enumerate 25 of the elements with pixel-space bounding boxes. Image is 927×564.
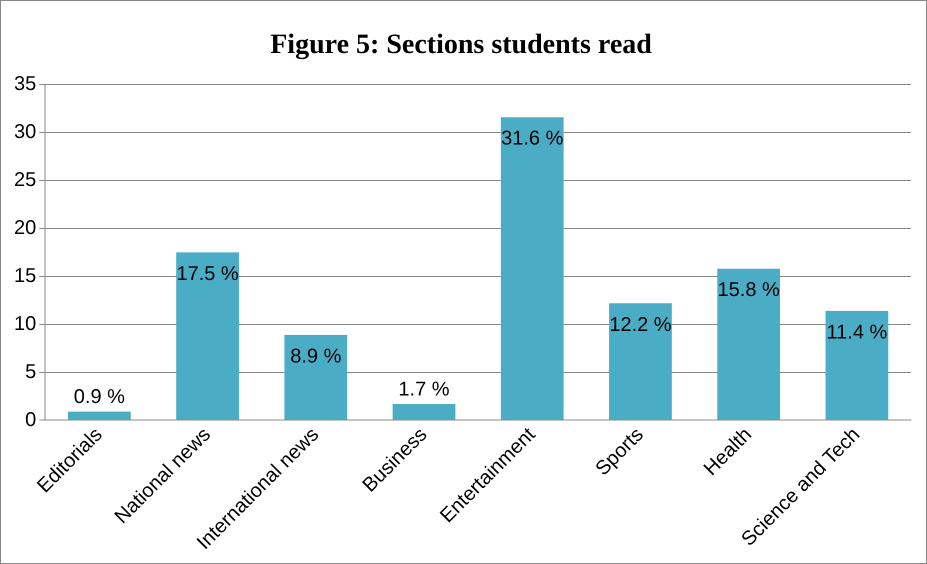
bar bbox=[609, 303, 672, 420]
bar bbox=[717, 268, 780, 420]
bar bbox=[392, 404, 456, 420]
data-label: 31.6 % bbox=[501, 128, 564, 150]
y-tick-label: 20 bbox=[14, 216, 36, 239]
data-label: 1.7 % bbox=[398, 378, 450, 400]
data-label: 0.9 % bbox=[74, 386, 126, 408]
y-tick-label: 30 bbox=[14, 121, 36, 144]
bar bbox=[826, 310, 888, 420]
data-label: 17.5 % bbox=[176, 262, 239, 285]
bar bbox=[500, 117, 564, 420]
chart-title: Figure 5: Sections students read bbox=[270, 29, 652, 60]
y-tick-label: 15 bbox=[14, 264, 36, 287]
y-tick-label: 5 bbox=[25, 360, 36, 383]
data-label: 8.9 % bbox=[290, 345, 342, 368]
bar bbox=[176, 252, 239, 420]
y-tick-label: 0 bbox=[25, 408, 36, 431]
y-tick-label: 10 bbox=[14, 312, 36, 335]
bar bbox=[284, 334, 348, 420]
bar bbox=[68, 412, 131, 420]
data-label: 15.8 % bbox=[718, 279, 780, 302]
y-tick-label: 35 bbox=[14, 73, 36, 96]
data-label: 11.4 % bbox=[826, 321, 888, 344]
data-label: 12.2 % bbox=[609, 314, 672, 336]
y-tick-label: 25 bbox=[14, 169, 36, 192]
